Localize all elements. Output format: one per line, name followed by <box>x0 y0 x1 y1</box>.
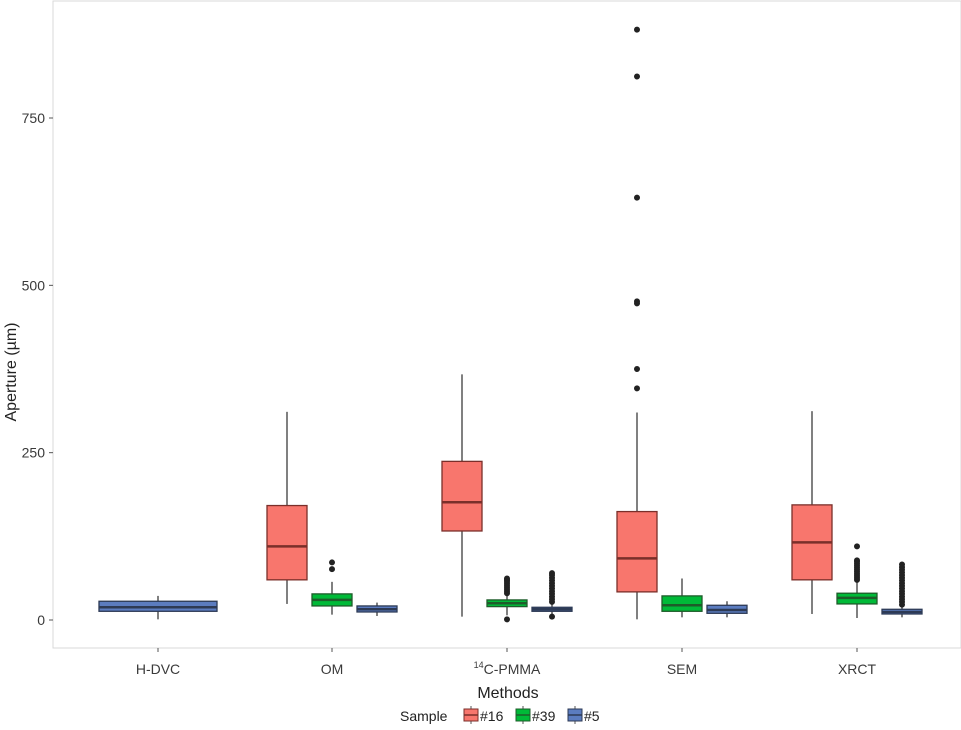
outlier-point <box>899 561 905 568</box>
box-sample-5-h-dvc <box>98 595 218 620</box>
box-sample-5-xrct <box>881 561 923 618</box>
x-axis-title: Methods <box>477 685 538 702</box>
legend-label: #39 <box>532 708 556 724</box>
y-tick-label: 0 <box>37 612 45 628</box>
x-tick-label: XRCT <box>838 661 877 677</box>
outlier-point <box>634 73 640 80</box>
legend-label: #16 <box>480 708 504 724</box>
x-tick-superscript: 14 <box>474 660 484 670</box>
box-sample-39-sem <box>661 578 703 618</box>
y-tick-label: 250 <box>22 445 46 461</box>
box-sample-16-xrct <box>791 411 833 614</box>
x-tick-label: SEM <box>667 661 697 677</box>
outlier-point <box>329 566 335 573</box>
legend-title: Sample <box>400 708 448 724</box>
legend-item-sample-16: #16 <box>463 706 504 724</box>
outlier-point <box>854 557 860 564</box>
boxes-layer <box>98 26 923 623</box>
outlier-point <box>549 613 555 620</box>
box-sample-16-c-pmma <box>441 374 483 617</box>
y-tick-label: 500 <box>22 277 46 293</box>
outlier-point <box>549 570 555 577</box>
outlier-point <box>504 616 510 623</box>
outlier-point <box>634 385 640 392</box>
box-sample-39-xrct <box>836 543 878 618</box>
x-tick-label: H-DVC <box>136 661 180 677</box>
box-iqr <box>661 595 703 612</box>
legend-label: #5 <box>584 708 600 724</box>
x-tick-label: 14C-PMMA <box>474 660 541 677</box>
outlier-point <box>634 298 640 305</box>
outlier-point <box>634 194 640 201</box>
outlier-point <box>634 366 640 372</box>
legend: Sample #16 #39 #5 <box>400 706 600 724</box>
outlier-point <box>854 543 860 550</box>
y-tick-label: 750 <box>22 110 46 126</box>
box-sample-16-sem <box>616 26 658 620</box>
box-sample-39-c-pmma <box>486 575 528 623</box>
box-sample-5-c-pmma <box>531 570 573 620</box>
y-axis: 0 250 500 750 <box>22 110 53 628</box>
x-tick-label: OM <box>321 661 344 677</box>
x-tick-main: C-PMMA <box>484 661 541 677</box>
legend-item-sample-39: #39 <box>515 706 556 724</box>
box-sample-39-om <box>311 559 353 615</box>
box-iqr <box>616 510 658 593</box>
box-sample-16-om <box>266 411 308 604</box>
box-iqr <box>441 460 483 532</box>
outlier-point <box>634 26 640 33</box>
outlier-point <box>504 575 510 582</box>
box-iqr <box>266 504 308 581</box>
outlier-point <box>329 559 335 566</box>
y-axis-title: Aperture (µm) <box>3 322 20 421</box>
box-sample-5-om <box>356 602 398 616</box>
x-axis: H-DVC OM 14C-PMMA SEM XRCT <box>136 648 877 677</box>
legend-item-sample-5: #5 <box>567 706 600 724</box>
box-sample-5-sem <box>706 601 748 618</box>
